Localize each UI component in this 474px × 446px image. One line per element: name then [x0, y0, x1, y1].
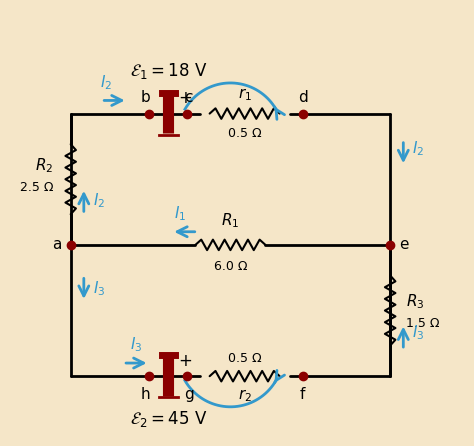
Text: a: a	[53, 237, 62, 252]
Text: $I_2$: $I_2$	[100, 73, 112, 92]
Text: c: c	[184, 90, 193, 105]
Text: $R_1$: $R_1$	[221, 211, 239, 230]
Text: 6.0 Ω: 6.0 Ω	[214, 260, 247, 273]
Text: $I_3$: $I_3$	[92, 279, 105, 298]
Text: f: f	[300, 387, 305, 402]
Text: $I_1$: $I_1$	[174, 204, 186, 223]
Text: +: +	[178, 89, 192, 107]
Text: d: d	[298, 90, 308, 105]
Text: 0.5 Ω: 0.5 Ω	[228, 127, 262, 140]
Text: $R_3$: $R_3$	[405, 293, 424, 311]
Text: $r_2$: $r_2$	[237, 387, 252, 404]
Text: $I_2$: $I_2$	[92, 192, 105, 211]
Text: e: e	[399, 237, 409, 252]
Text: b: b	[140, 90, 150, 105]
Text: g: g	[184, 387, 194, 402]
Text: 0.5 Ω: 0.5 Ω	[228, 352, 262, 365]
Text: h: h	[140, 387, 150, 402]
Text: $I_3$: $I_3$	[130, 335, 143, 354]
Text: $R_2$: $R_2$	[35, 157, 53, 175]
Text: $I_3$: $I_3$	[412, 323, 424, 342]
Text: $r_1$: $r_1$	[237, 86, 252, 103]
Text: 2.5 Ω: 2.5 Ω	[20, 182, 53, 194]
Text: $\mathcal{E}_1 = 18$ V: $\mathcal{E}_1 = 18$ V	[129, 61, 207, 81]
Text: $\mathcal{E}_2 = 45$ V: $\mathcal{E}_2 = 45$ V	[129, 409, 207, 429]
Text: 1.5 Ω: 1.5 Ω	[405, 317, 439, 330]
Text: +: +	[178, 352, 192, 370]
Text: $I_2$: $I_2$	[412, 139, 424, 158]
